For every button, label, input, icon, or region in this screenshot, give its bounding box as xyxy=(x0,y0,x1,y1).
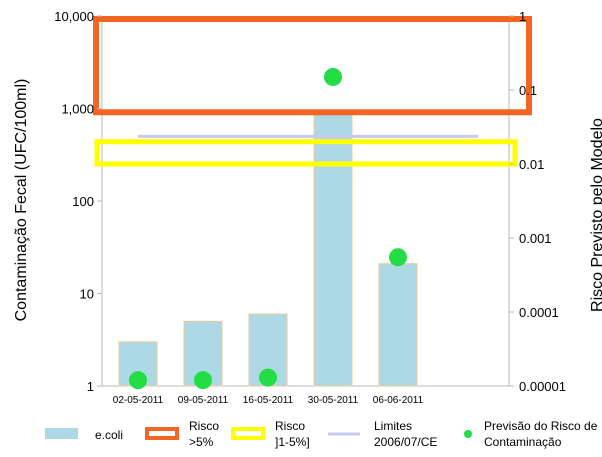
risk-box-over-5 xyxy=(93,16,532,116)
x-tick-label: 06-06-2011 xyxy=(373,395,424,406)
prediction-point xyxy=(324,67,342,86)
prediction-point xyxy=(194,371,212,390)
legend-swatch-risk-1-5 xyxy=(231,427,265,440)
legend-label: Risco xyxy=(189,419,219,433)
legend-label: Contaminação xyxy=(484,435,562,449)
y-right-tick-label: 0.1 xyxy=(519,83,537,98)
bar-ecoli xyxy=(313,110,353,387)
y-axis-right-title: Risco Previsto pelo Modelo xyxy=(589,118,602,312)
y-right-tick-label: 0.01 xyxy=(519,157,544,172)
legend-swatch-ecoli xyxy=(45,428,78,439)
legend-swatch-prediction xyxy=(464,430,472,438)
x-tick-label: 09-05-2011 xyxy=(178,395,229,406)
y-left-tick-label: 10,000 xyxy=(54,9,94,24)
legend-label: Previsão do Risco de xyxy=(484,419,598,433)
y-right-tick-label: 0.0001 xyxy=(519,305,559,320)
ticks: 1 10 100 1,000 10,000 0.00001 0.0001 0.001 0.01 0… xyxy=(54,9,566,406)
bars xyxy=(118,110,418,387)
prediction-points xyxy=(129,67,407,390)
bar-ecoli xyxy=(378,263,418,387)
risk-box-1-5 xyxy=(94,139,518,167)
y-right-tick-label: 0.001 xyxy=(519,231,552,246)
x-tick-label: 30-05-2011 xyxy=(308,395,359,406)
legend-label: ]1-5%] xyxy=(275,435,310,449)
prediction-point xyxy=(259,368,277,387)
legend-label: >5% xyxy=(189,435,214,449)
legend-label: Limites xyxy=(374,419,412,433)
x-tick-label: 02-05-2011 xyxy=(113,395,164,406)
risk-boxes xyxy=(93,16,532,167)
prediction-point xyxy=(129,371,147,390)
prediction-point xyxy=(389,248,407,267)
y-right-tick-label: 1 xyxy=(519,9,526,24)
y-left-tick-label: 1,000 xyxy=(61,102,94,117)
y-left-tick-label: 1 xyxy=(87,379,94,394)
x-tick-label: 16-05-2011 xyxy=(243,395,294,406)
y-left-tick-label: 10 xyxy=(80,287,94,302)
legend-label: e.coli xyxy=(95,428,123,442)
legend-label: 2006/07/CE xyxy=(374,435,437,449)
y-right-tick-label: 0.00001 xyxy=(519,379,566,394)
y-axis-left-title: Contaminação Fecal (UFC/100ml) xyxy=(13,79,30,322)
plot-area xyxy=(101,16,510,387)
legend: e.coli Risco >5% Risco ]1-5%] Limites 2006/07/… xyxy=(45,419,598,449)
y-left-tick-label: 100 xyxy=(72,194,94,209)
legend-swatch-risk-over-5 xyxy=(145,427,179,440)
legend-label: Risco xyxy=(275,419,305,433)
